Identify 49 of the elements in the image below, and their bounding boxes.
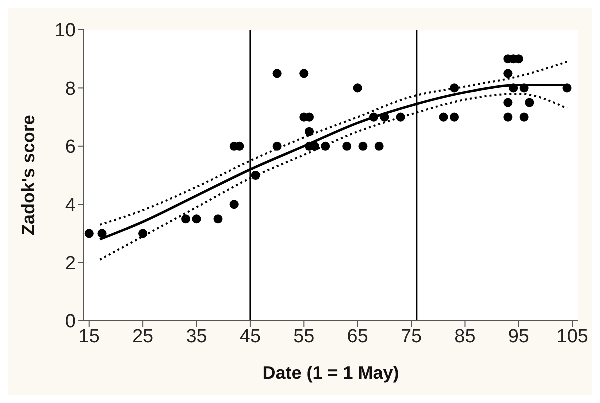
point — [504, 112, 513, 122]
point — [192, 214, 202, 224]
point — [504, 98, 513, 108]
point — [504, 69, 513, 78]
point — [321, 142, 330, 151]
point — [182, 214, 191, 224]
point — [562, 84, 572, 93]
x-axis-title: Date (1 = 1 May) — [262, 363, 400, 383]
point — [520, 112, 529, 122]
point — [450, 84, 460, 93]
x-tick-label: 85 — [454, 326, 476, 348]
y-axis-title: Zadok's score — [18, 115, 38, 236]
x-tick-label: 75 — [400, 326, 422, 348]
x-tick-label: 35 — [186, 326, 208, 348]
point — [520, 84, 529, 93]
point — [439, 112, 448, 122]
point — [396, 112, 406, 122]
y-tick-label: 10 — [54, 20, 76, 42]
x-tick-label: 105 — [556, 326, 588, 348]
point — [305, 127, 314, 136]
x-tick-label: 65 — [347, 326, 368, 348]
point — [374, 142, 384, 151]
y-tick-label: 8 — [65, 78, 76, 100]
y-tick-label: 0 — [65, 312, 76, 333]
point — [214, 214, 223, 224]
y-tick-label: 6 — [65, 137, 76, 158]
point — [509, 84, 518, 93]
point — [369, 112, 378, 122]
point — [300, 69, 309, 78]
point — [525, 98, 534, 108]
point — [353, 84, 362, 93]
point — [230, 200, 239, 210]
point — [98, 229, 107, 238]
point — [272, 142, 282, 151]
x-tick-label: 15 — [78, 326, 100, 348]
x-tick-label: 25 — [132, 326, 154, 348]
point — [138, 229, 148, 238]
point — [342, 142, 352, 151]
point — [380, 112, 390, 122]
point — [251, 170, 260, 180]
point — [84, 229, 94, 238]
x-tick-label: 55 — [294, 326, 315, 348]
point — [450, 112, 460, 122]
point — [272, 69, 282, 78]
y-tick-label: 2 — [65, 254, 76, 275]
y-tick-label: 4 — [65, 195, 76, 216]
x-tick-label: 95 — [508, 326, 530, 348]
point — [358, 142, 368, 151]
x-tick-label: 45 — [240, 326, 262, 348]
